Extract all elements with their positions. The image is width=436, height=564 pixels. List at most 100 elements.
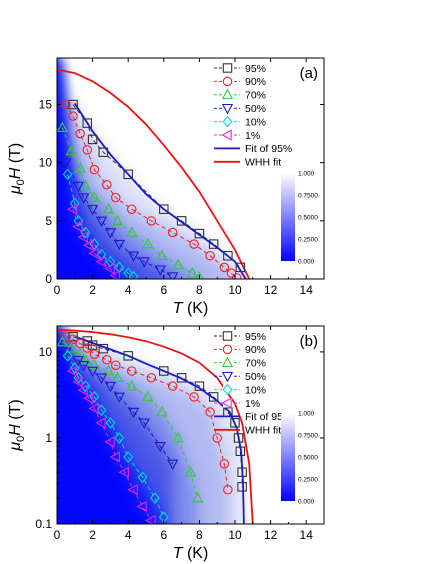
data-point-50 bbox=[167, 272, 179, 279]
series-line-1 bbox=[72, 370, 152, 521]
legend-marker bbox=[222, 331, 233, 341]
data-point-90 bbox=[82, 145, 93, 155]
legend: 95%90% 70%50%10% 1%Fit of 95% WHH fit bbox=[214, 63, 292, 169]
legend-label: 90% bbox=[245, 76, 266, 88]
data-point-1 bbox=[104, 262, 115, 275]
y-axis-label-mu: μ bbox=[7, 442, 24, 452]
data-point-90 bbox=[127, 204, 137, 214]
legend-label: 1% bbox=[245, 398, 260, 410]
data-point-50 bbox=[167, 459, 179, 471]
data-point-1 bbox=[66, 365, 78, 377]
x-tick-label: 10 bbox=[228, 528, 242, 542]
data-point-50 bbox=[113, 392, 125, 404]
density-band-1 bbox=[57, 326, 152, 524]
data-point-10 bbox=[62, 349, 73, 362]
data-point-10 bbox=[89, 391, 100, 403]
legend-label: 50% bbox=[245, 103, 266, 115]
legend-marker-bg bbox=[223, 103, 232, 113]
legend-label: 70% bbox=[245, 90, 266, 102]
x-tick-label: 0 bbox=[54, 283, 61, 297]
legend-marker bbox=[221, 129, 232, 141]
data-point-50 bbox=[78, 360, 90, 372]
data-point-90 bbox=[205, 407, 215, 417]
data-point-50 bbox=[72, 181, 84, 193]
data-point-95 bbox=[87, 134, 98, 145]
data-point-95 bbox=[230, 418, 240, 428]
legend-entry-fit-of-95: Fit of 95% bbox=[214, 411, 292, 423]
data-point-50 bbox=[86, 204, 99, 216]
legend-marker-bg bbox=[223, 331, 232, 341]
data-point-50 bbox=[127, 407, 140, 419]
legend-label: 10% bbox=[245, 116, 266, 128]
legend-marker bbox=[222, 76, 233, 87]
data-point-1 bbox=[77, 384, 88, 396]
data-point-70 bbox=[65, 144, 77, 156]
data-point-95 bbox=[208, 239, 219, 249]
y-axis-label: μ0H (T) bbox=[7, 143, 27, 195]
data-point-1 bbox=[95, 417, 106, 429]
legend-marker bbox=[222, 115, 233, 128]
data-point-1 bbox=[72, 221, 83, 233]
colorbar-tick-label: 0.7500 bbox=[298, 192, 318, 199]
legend-label: WHH fit bbox=[245, 425, 281, 437]
x-axis-label-symbol: T bbox=[173, 300, 184, 317]
colorbar-tick-label: 0.2500 bbox=[298, 476, 318, 483]
x-tick-label: 6 bbox=[160, 528, 167, 542]
series-line-70 bbox=[62, 341, 199, 499]
colorbar-tick-label: 0.000 bbox=[298, 498, 315, 505]
data-point-90 bbox=[146, 216, 157, 226]
data-point-70 bbox=[126, 379, 138, 391]
data-point-1 bbox=[145, 514, 156, 524]
data-point-70 bbox=[88, 191, 101, 202]
data-point-90 bbox=[226, 268, 237, 278]
y-tick-label: 0.1 bbox=[35, 517, 52, 531]
data-point-50 bbox=[104, 228, 117, 239]
legend-label: Fit of 95% bbox=[245, 411, 292, 423]
data-point-95 bbox=[68, 332, 78, 342]
x-axis-label-unit: (K) bbox=[183, 545, 209, 562]
series-line-70 bbox=[61, 127, 200, 279]
colorbar-tick-label: 0.2500 bbox=[298, 236, 318, 243]
colorbar: 1.000 0.7500 0.5000 0.2500 0.000 bbox=[281, 410, 318, 505]
data-point-50 bbox=[154, 442, 166, 453]
data-point-10 bbox=[105, 255, 116, 268]
legend-entry-whh-fit: WHH fit bbox=[214, 157, 281, 169]
legend-entry-10: 10% bbox=[214, 115, 266, 128]
legend-marker bbox=[221, 371, 234, 383]
series-line-10 bbox=[67, 355, 165, 518]
series-group bbox=[57, 68, 251, 279]
data-point-95 bbox=[208, 392, 219, 402]
data-point-90 bbox=[68, 111, 78, 121]
legend-entry-50: 50% bbox=[214, 103, 266, 115]
y-tick-label: 10 bbox=[39, 345, 53, 359]
data-point-10 bbox=[114, 432, 125, 444]
density-band-1 bbox=[57, 58, 116, 279]
data-point-95 bbox=[176, 373, 187, 383]
x-tick-label: 14 bbox=[300, 528, 314, 542]
legend-entry-70: 70% bbox=[214, 356, 266, 370]
data-point-90 bbox=[167, 227, 178, 238]
legend-marker-bg bbox=[223, 63, 232, 73]
data-point-95 bbox=[98, 343, 109, 354]
legend-label: 1% bbox=[245, 130, 260, 142]
data-point-90 bbox=[102, 180, 112, 190]
legend-marker bbox=[221, 103, 234, 115]
colorbar: 1.000 0.7500 0.5000 0.2500 0.000 bbox=[281, 170, 318, 265]
data-point-70 bbox=[79, 354, 92, 365]
legend-marker-bg bbox=[223, 76, 232, 86]
data-point-1 bbox=[109, 269, 120, 279]
x-tick-label: 0 bbox=[54, 528, 61, 542]
data-point-95 bbox=[68, 99, 78, 110]
plot-frame bbox=[56, 57, 325, 280]
data-point-90 bbox=[102, 355, 112, 365]
series-line-50 bbox=[65, 351, 174, 465]
y-axis-label-mu: μ bbox=[7, 185, 24, 195]
series-line-whh-fit bbox=[57, 68, 251, 279]
data-point-70 bbox=[79, 179, 92, 191]
legend-entry-1: 1% bbox=[214, 397, 260, 410]
data-point-90 bbox=[61, 99, 71, 110]
y-axis-label-sub: 0 bbox=[15, 179, 27, 185]
data-point-95 bbox=[159, 204, 169, 214]
x-tick-label: 12 bbox=[264, 283, 278, 297]
data-point-50 bbox=[95, 216, 108, 227]
